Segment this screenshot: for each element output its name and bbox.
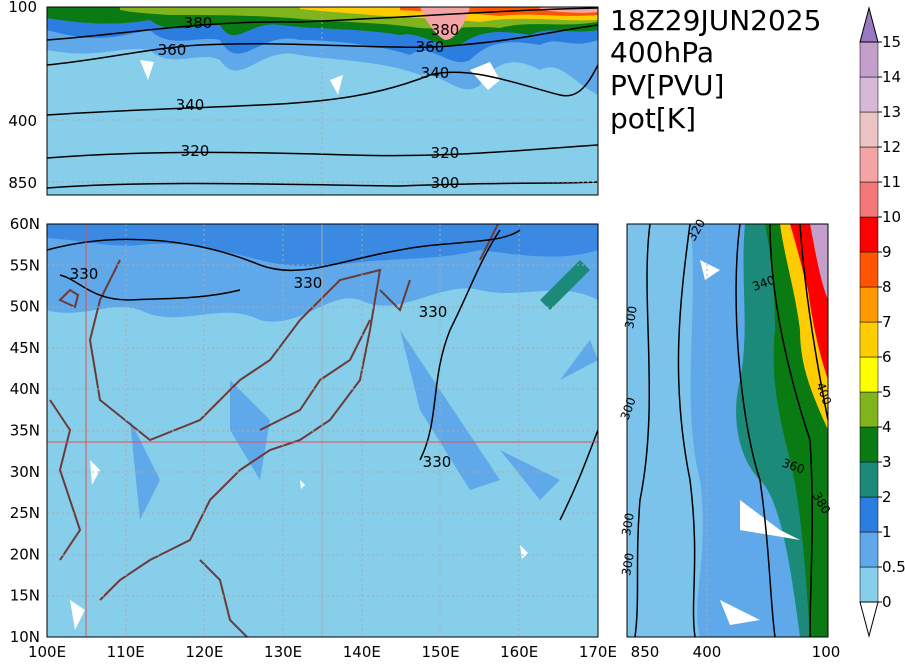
contour-label: 300 — [431, 174, 460, 192]
colorbar-box — [859, 356, 879, 393]
colorbar-label: 14 — [882, 68, 901, 86]
y-tick-label: 10N — [10, 628, 40, 646]
colorbar-box — [859, 391, 879, 428]
contour-label: 330 — [423, 453, 452, 471]
x-tick-label: 160E — [500, 643, 538, 661]
colorbar-label: 0 — [882, 593, 892, 611]
colorbar-label: 4 — [882, 418, 892, 436]
header-line: PV[PVU] — [610, 69, 724, 102]
contour-label: 300 — [619, 552, 637, 577]
y-tick-label: 25N — [10, 504, 40, 522]
header-line: 400hPa — [610, 36, 714, 69]
colorbar-box — [859, 41, 879, 78]
colorbar-label: 13 — [882, 103, 901, 121]
contour-label: 320 — [181, 142, 210, 160]
colorbar-label: 12 — [882, 138, 901, 156]
colorbar-over — [859, 6, 879, 43]
colorbar-label: 0.5 — [882, 558, 905, 576]
header-line: pot[K] — [610, 102, 696, 135]
x-tick-label: 400 — [693, 643, 722, 661]
colorbar-label: 9 — [882, 243, 892, 261]
colorbar-label: 10 — [882, 208, 901, 226]
colorbar-box — [859, 321, 879, 358]
colorbar-label: 6 — [882, 348, 892, 366]
colorbar-label: 2 — [882, 488, 892, 506]
x-tick-label: 170E — [579, 643, 617, 661]
x-tick-label: 150E — [421, 643, 459, 661]
side-panel-frame — [626, 223, 829, 638]
colorbar-box — [859, 181, 879, 218]
y-tick-label: 35N — [10, 422, 40, 440]
top-panel-frame — [46, 6, 599, 196]
colorbar-under — [859, 601, 879, 638]
colorbar-box — [859, 531, 879, 568]
contour-label: 380 — [184, 14, 213, 32]
colorbar-box — [859, 426, 879, 463]
colorbar-box — [859, 76, 879, 113]
colorbar-label: 8 — [882, 278, 892, 296]
colorbar-box — [859, 461, 879, 498]
header-line: 18Z29JUN2025 — [610, 4, 821, 37]
x-tick-label: 100E — [28, 643, 66, 661]
x-tick-label: 120E — [185, 643, 223, 661]
colorbar-box — [859, 496, 879, 533]
contour-label: 360 — [416, 38, 445, 56]
contour-label: 330 — [70, 265, 99, 283]
colorbar-label: 5 — [882, 383, 892, 401]
colorbar-box — [859, 566, 879, 603]
contour-label: 300 — [619, 512, 637, 537]
colorbar-label: 11 — [882, 173, 901, 191]
x-tick-label: 110E — [107, 643, 145, 661]
y-tick-label: 30N — [10, 463, 40, 481]
y-tick-label: 60N — [10, 215, 40, 233]
contour-label: 330 — [294, 274, 323, 292]
y-tick-label: 20N — [10, 545, 40, 563]
contour-label: 340 — [176, 96, 205, 114]
colorbar-label: 7 — [882, 313, 892, 331]
contour-label: 360 — [158, 41, 187, 59]
colorbar-box — [859, 216, 879, 253]
colorbar-box — [859, 111, 879, 148]
y-tick-label: 100 — [8, 0, 37, 16]
colorbar-label: 15 — [882, 33, 901, 51]
contour-label: 330 — [419, 303, 448, 321]
colorbar-box — [859, 286, 879, 323]
map-field — [47, 224, 598, 637]
y-tick-label: 55N — [10, 256, 40, 274]
map-frame — [46, 223, 599, 638]
x-tick-label: 140E — [343, 643, 381, 661]
contour-label: 340 — [421, 64, 450, 82]
y-tick-label: 50N — [10, 298, 40, 316]
top-panel-field — [47, 7, 598, 195]
contour-label: 300 — [622, 305, 640, 330]
contour-label: 320 — [431, 144, 460, 162]
x-tick-label: 130E — [264, 643, 302, 661]
x-tick-label: 850 — [631, 643, 660, 661]
y-tick-label: 850 — [8, 174, 37, 192]
side-panel-field — [627, 224, 828, 637]
x-tick-label: 100 — [812, 643, 841, 661]
contour-label: 380 — [431, 21, 460, 39]
colorbar-box — [859, 251, 879, 288]
y-tick-label: 15N — [10, 587, 40, 605]
colorbar-label: 1 — [882, 523, 892, 541]
y-tick-label: 400 — [8, 112, 37, 130]
y-tick-label: 40N — [10, 380, 40, 398]
colorbar-label: 3 — [882, 453, 892, 471]
y-tick-label: 45N — [10, 339, 40, 357]
colorbar-box — [859, 146, 879, 183]
